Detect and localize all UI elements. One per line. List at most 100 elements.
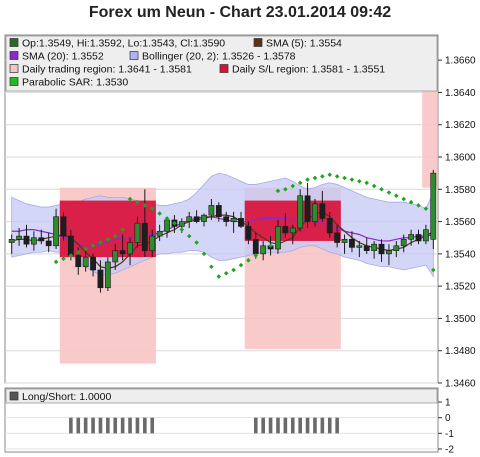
long-short-bar xyxy=(91,417,95,434)
candle xyxy=(415,229,422,245)
candle-body-down xyxy=(67,235,74,256)
long-short-bar xyxy=(128,417,132,434)
chart-title: Forex um Neun - Chart 23.01.2014 09:42 xyxy=(88,4,392,21)
long-short-bar xyxy=(327,417,332,434)
long-short-bar xyxy=(69,417,73,434)
y-tick-label: 1.3520 xyxy=(445,282,476,293)
sar-dot xyxy=(408,199,414,205)
candle xyxy=(282,213,289,238)
long-short-legend: Long/Short: 1.0000 xyxy=(5,388,438,404)
candle xyxy=(186,211,193,229)
sar-dot xyxy=(53,259,59,265)
candle-body-down xyxy=(223,216,230,222)
legend-box xyxy=(5,35,438,92)
sar-dot xyxy=(416,203,421,208)
candle-body-up xyxy=(156,230,163,237)
candle-body-down xyxy=(282,226,289,234)
legend-swatch xyxy=(9,77,19,86)
candle xyxy=(30,231,37,251)
candle-body-up xyxy=(312,203,318,222)
candle xyxy=(356,240,363,258)
candle xyxy=(104,257,111,291)
candle-body-down xyxy=(363,245,370,251)
long-short-bar xyxy=(135,417,140,434)
sar-dot xyxy=(253,253,259,258)
candle xyxy=(245,221,252,245)
legend-swatch xyxy=(219,64,229,73)
candle-body-down xyxy=(60,216,67,237)
candle-body-down xyxy=(75,255,82,268)
candle xyxy=(201,213,207,227)
sar-dot xyxy=(120,227,125,232)
candle-body-up xyxy=(208,205,215,216)
long-short-bar xyxy=(320,417,325,434)
candle xyxy=(326,211,333,238)
candle xyxy=(223,211,230,227)
candle xyxy=(371,240,378,259)
price-legend: Op:1.3549, Hi:1.3592, Lo:1.3543, Cl:1.35… xyxy=(5,35,438,92)
candle xyxy=(8,234,15,254)
long-short-bar xyxy=(106,417,110,434)
candle-body-down xyxy=(319,203,326,219)
y-tick-label: 1.3580 xyxy=(445,185,476,196)
candle-body-up xyxy=(297,195,304,229)
candle xyxy=(141,189,148,258)
candle-body-up xyxy=(112,250,119,263)
candle-body-down xyxy=(97,269,104,289)
candle-body-up xyxy=(356,245,363,248)
candle xyxy=(297,189,304,232)
long-short-bar xyxy=(313,417,317,434)
candle-body-up xyxy=(400,239,407,247)
candle-body-down xyxy=(141,222,148,251)
candle-body-down xyxy=(415,234,422,242)
candle-body-down xyxy=(252,239,259,255)
long-short-bar xyxy=(276,417,280,434)
y-tick-label: 1.3660 xyxy=(445,56,476,67)
candle-body-down xyxy=(326,218,333,234)
candle-body-up xyxy=(430,172,437,240)
candle xyxy=(423,224,429,245)
candle-body-up xyxy=(371,243,378,251)
daily-sl-region xyxy=(59,200,156,258)
candle xyxy=(112,244,119,270)
y-tick-label: 1.3540 xyxy=(445,249,476,260)
candle-body-down xyxy=(349,239,355,248)
legend-label: Long/Short: 1.0000 xyxy=(22,391,111,403)
y-tick-label: 1.3640 xyxy=(445,88,476,99)
candle-body-up xyxy=(16,235,22,240)
sar-dot xyxy=(305,177,310,182)
sar-dot xyxy=(357,178,362,184)
sar-dot xyxy=(431,267,436,273)
long-short-bar xyxy=(113,417,118,434)
y-tick-label: 1.3480 xyxy=(445,346,476,357)
candle xyxy=(334,224,341,248)
candle xyxy=(82,250,89,272)
candle xyxy=(193,210,200,224)
candle-body-down xyxy=(304,195,311,222)
candle xyxy=(408,229,415,246)
sar-dot xyxy=(268,243,273,249)
candle xyxy=(119,234,126,261)
long-short-bar xyxy=(83,417,88,434)
candle-body-down xyxy=(38,237,45,242)
sar-dot xyxy=(275,188,281,194)
candle xyxy=(312,198,318,227)
y-tick-label: 1.3620 xyxy=(445,120,476,131)
long-short-bar xyxy=(120,417,125,434)
sar-dot xyxy=(342,175,347,181)
legend-swatch xyxy=(9,64,19,73)
candle xyxy=(149,229,156,258)
candle-body-down xyxy=(215,205,222,218)
y-tick-label: 1.3600 xyxy=(445,153,476,164)
candle xyxy=(38,229,45,245)
candle xyxy=(400,234,407,253)
candle-body-down xyxy=(378,243,385,255)
candle-body-up xyxy=(127,242,133,255)
candle-body-up xyxy=(178,221,185,227)
candle xyxy=(53,208,59,250)
candle xyxy=(230,211,237,233)
long-short-bar xyxy=(98,417,103,434)
sar-dot xyxy=(90,243,96,249)
candle xyxy=(23,224,30,248)
